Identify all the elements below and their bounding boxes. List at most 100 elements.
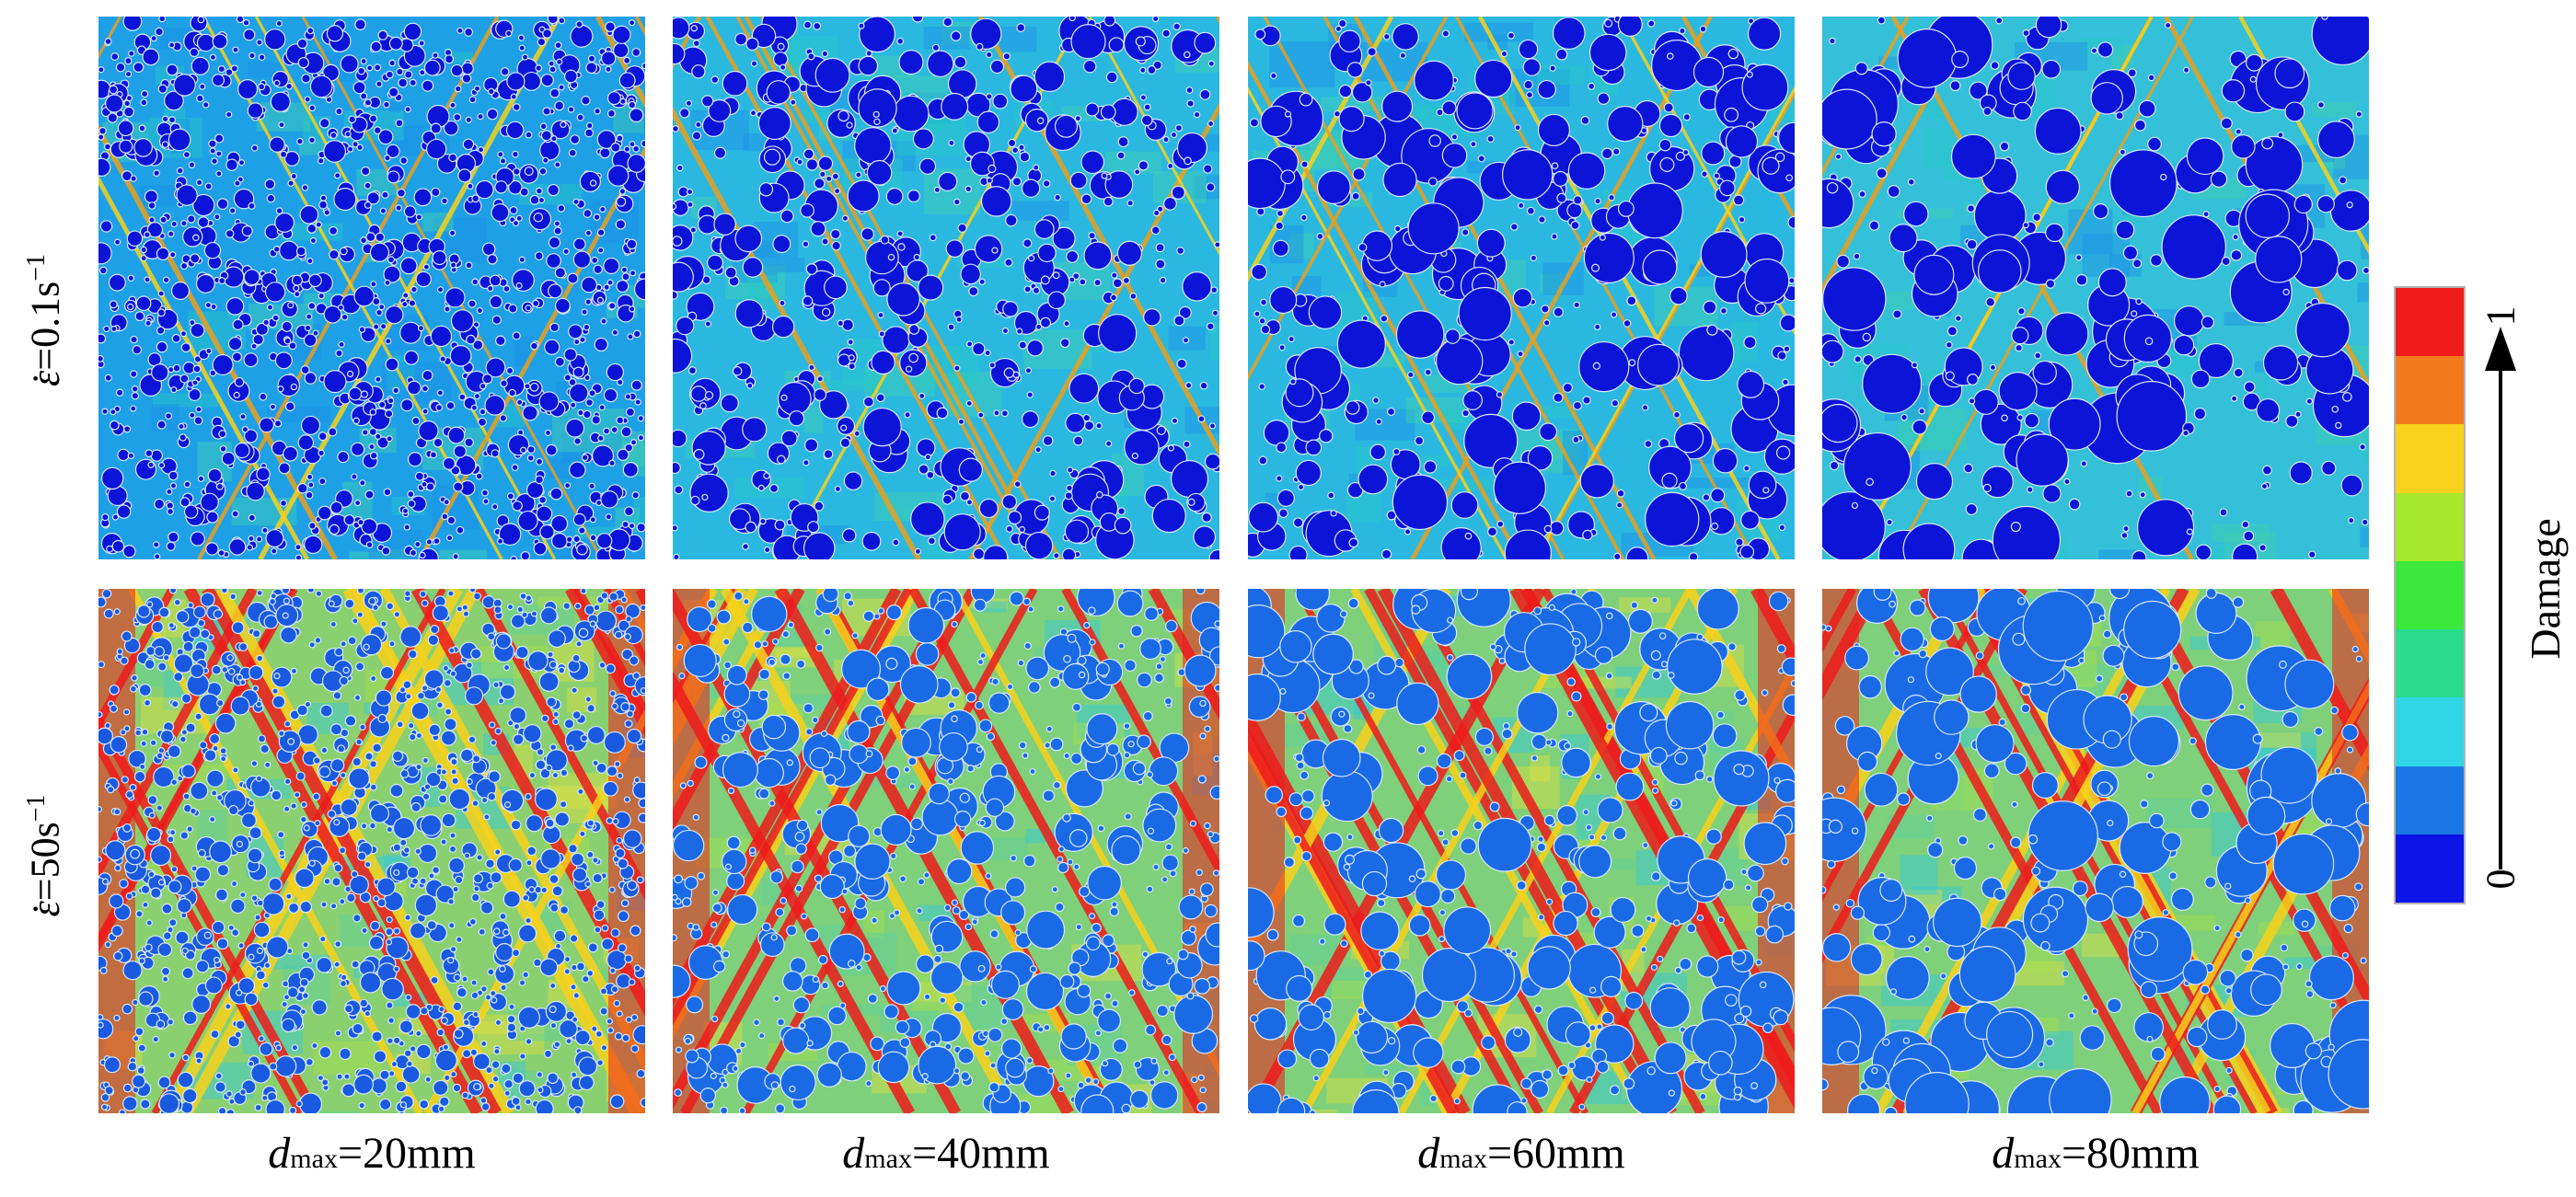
aggregate-particle bbox=[582, 974, 590, 984]
aggregate-particle bbox=[726, 664, 747, 685]
aggregate-particle bbox=[1263, 420, 1290, 446]
aggregate-particle bbox=[528, 886, 536, 893]
aggregate-particle bbox=[179, 735, 187, 743]
aggregate-particle bbox=[543, 1049, 553, 1059]
aggregate-particle bbox=[530, 341, 538, 351]
aggregate-particle bbox=[727, 787, 735, 795]
aggregate-particle bbox=[111, 513, 120, 521]
aggregate-particle bbox=[841, 888, 849, 895]
aggregate-particle bbox=[215, 698, 225, 708]
aggregate-particle bbox=[592, 759, 599, 767]
aggregate-particle bbox=[192, 193, 215, 217]
aggregate-particle bbox=[611, 328, 619, 336]
aggregate-particle bbox=[1450, 133, 1459, 141]
aggregate-particle bbox=[544, 429, 552, 436]
aggregate-particle bbox=[901, 727, 931, 758]
aggregate-particle bbox=[970, 17, 1002, 51]
aggregate-particle bbox=[1667, 52, 1674, 60]
aggregate-particle bbox=[271, 789, 283, 801]
aggregate-particle bbox=[908, 352, 918, 363]
aggregate-particle bbox=[545, 764, 553, 772]
aggregate-particle bbox=[1582, 529, 1593, 541]
aggregate-particle bbox=[571, 963, 578, 972]
aggregate-particle bbox=[721, 848, 747, 875]
aggregate-particle bbox=[334, 940, 342, 948]
aggregate-particle bbox=[452, 553, 459, 559]
aggregate-particle bbox=[625, 1016, 632, 1023]
aggregate-particle bbox=[386, 144, 400, 159]
aggregate-particle bbox=[461, 975, 468, 983]
aggregate-particle bbox=[314, 637, 322, 644]
aggregate-particle bbox=[728, 508, 751, 531]
aggregate-particle bbox=[734, 32, 747, 46]
aggregate-particle bbox=[447, 426, 466, 444]
aggregate-particle bbox=[212, 353, 234, 376]
aggregate-particle bbox=[189, 318, 196, 327]
aggregate-particle bbox=[782, 672, 791, 681]
aggregate-particle bbox=[1556, 192, 1567, 203]
aggregate-particle bbox=[436, 286, 445, 293]
aggregate-particle bbox=[1005, 213, 1018, 227]
aggregate-particle bbox=[138, 957, 145, 965]
aggregate-particle bbox=[405, 1004, 422, 1019]
aggregate-particle bbox=[2032, 213, 2042, 223]
aggregate-particle bbox=[513, 722, 521, 731]
aggregate-particle bbox=[568, 378, 577, 386]
aggregate-particle bbox=[406, 866, 420, 880]
aggregate-particle bbox=[950, 687, 961, 698]
aggregate-particle bbox=[247, 1060, 255, 1067]
aggregate-particle bbox=[264, 761, 271, 768]
aggregate-particle bbox=[359, 479, 366, 487]
aggregate-particle bbox=[585, 121, 594, 130]
aggregate-particle bbox=[515, 214, 523, 222]
aggregate-particle bbox=[805, 158, 819, 171]
aggregate-particle bbox=[1501, 149, 1554, 201]
aggregate-particle bbox=[629, 108, 644, 122]
aggregate-particle bbox=[1421, 410, 1436, 425]
crack-band bbox=[1410, 17, 1714, 559]
aggregate-particle bbox=[586, 969, 595, 977]
aggregate-particle bbox=[376, 898, 387, 908]
aggregate-particle bbox=[1462, 390, 1484, 410]
aggregate-particle bbox=[339, 1047, 352, 1061]
aggregate-particle bbox=[319, 704, 333, 718]
aggregate-particle bbox=[347, 145, 354, 153]
damage-map bbox=[1822, 17, 2369, 559]
aggregate-particle bbox=[2210, 170, 2228, 188]
aggregate-particle bbox=[1951, 51, 1970, 68]
aggregate-particle bbox=[746, 382, 754, 389]
aggregate-particle bbox=[927, 50, 954, 78]
aggregate-particle bbox=[261, 1094, 269, 1101]
aggregate-particle bbox=[632, 781, 645, 800]
aggregate-particle bbox=[563, 374, 572, 382]
panel-r1-c1 bbox=[673, 589, 1219, 1113]
aggregate-particle bbox=[203, 241, 222, 259]
aggregate-particle bbox=[301, 74, 311, 84]
aggregate-particle bbox=[162, 653, 170, 662]
aggregate-particle bbox=[953, 55, 967, 69]
aggregate-particle bbox=[1351, 82, 1373, 103]
aggregate-particle bbox=[425, 771, 442, 788]
aggregate-particle bbox=[108, 273, 126, 292]
aggregate-particle bbox=[600, 1044, 608, 1052]
aggregate-particle bbox=[311, 1042, 318, 1050]
aggregate-particle bbox=[169, 482, 178, 489]
aggregate-particle bbox=[176, 610, 190, 624]
aggregate-particle bbox=[1061, 547, 1077, 559]
aggregate-particle bbox=[132, 344, 143, 355]
aggregate-particle bbox=[542, 156, 549, 164]
aggregate-particle bbox=[346, 892, 356, 904]
aggregate-particle bbox=[113, 808, 121, 816]
aggregate-particle bbox=[1069, 829, 1088, 847]
aggregate-particle bbox=[615, 847, 626, 859]
aggregate-particle bbox=[1022, 410, 1040, 429]
aggregate-particle bbox=[2346, 201, 2353, 209]
aggregate-particle bbox=[329, 248, 340, 260]
aggregate-particle bbox=[505, 366, 514, 375]
aggregate-particle bbox=[1518, 201, 1525, 209]
aggregate-particle bbox=[477, 113, 484, 121]
aggregate-particle bbox=[1204, 725, 1211, 732]
aggregate-particle bbox=[123, 106, 134, 118]
aggregate-particle bbox=[1998, 372, 2038, 411]
aggregate-particle bbox=[328, 600, 335, 607]
